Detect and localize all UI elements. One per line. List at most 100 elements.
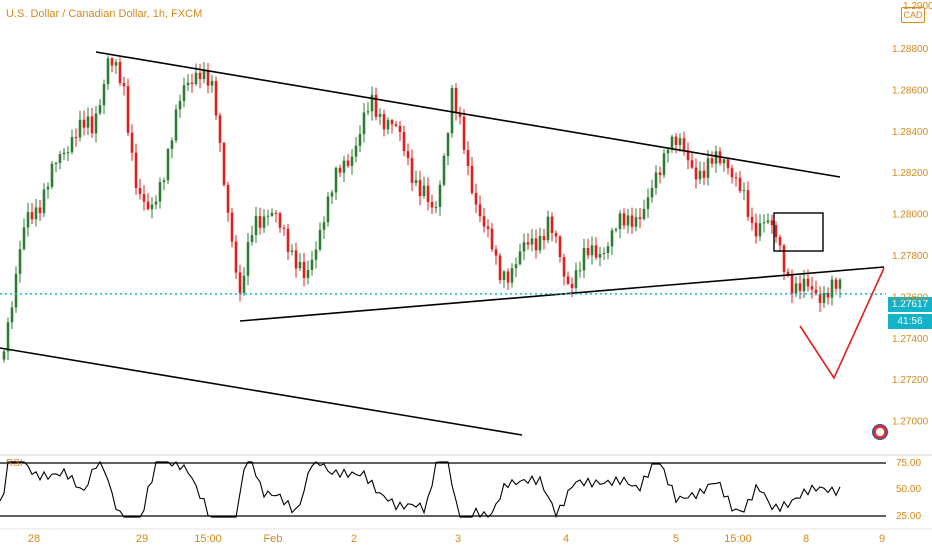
- candle-body: [458, 113, 462, 117]
- candle-body: [178, 100, 182, 110]
- candle-body: [78, 119, 82, 138]
- candle-body: [690, 160, 694, 168]
- currency-badge[interactable]: CAD: [901, 7, 925, 23]
- candle-body: [482, 216, 486, 227]
- candle-body: [698, 170, 702, 180]
- candle-body: [538, 236, 542, 251]
- candle-body: [798, 283, 802, 292]
- candle-body: [282, 227, 286, 229]
- flag-icon[interactable]: [872, 424, 888, 440]
- candle-body: [170, 140, 174, 150]
- candle-body: [314, 249, 318, 260]
- candle-body: [630, 215, 634, 227]
- candle-body: [514, 264, 518, 269]
- price-tick-label: 1.27600: [892, 292, 929, 303]
- candle-body: [802, 278, 806, 292]
- candle-body: [70, 137, 74, 153]
- candle-body: [94, 113, 98, 134]
- candle-body: [142, 194, 146, 202]
- candle-body: [762, 222, 766, 224]
- time-axis-label: 28: [28, 533, 40, 545]
- candle-body: [590, 245, 594, 256]
- candle-body: [466, 149, 470, 167]
- candle-body: [358, 134, 362, 146]
- candle-body: [38, 207, 42, 214]
- candle-body: [642, 208, 646, 220]
- candle-body: [134, 152, 138, 189]
- candle-body: [138, 188, 142, 195]
- candle-body: [46, 186, 50, 190]
- time-axis-label: 9: [879, 533, 885, 545]
- candle-body: [334, 167, 338, 193]
- candle-body: [786, 271, 790, 275]
- candle-body: [54, 162, 58, 164]
- candle-body: [62, 152, 66, 155]
- price-tick-label: 1.27800: [892, 251, 929, 262]
- candle-body: [202, 70, 206, 80]
- candle-body: [234, 241, 238, 273]
- candle-body: [554, 232, 558, 237]
- time-axis-label: 8: [803, 533, 809, 545]
- price-tick-label: 1.28400: [892, 127, 929, 138]
- candle-body: [126, 86, 130, 133]
- candle-body: [22, 227, 26, 250]
- candle-body: [374, 94, 378, 117]
- candle-body: [290, 250, 294, 252]
- candle-body: [790, 274, 794, 294]
- price-tick-label: 1.29000: [903, 1, 932, 12]
- candle-body: [534, 238, 538, 251]
- upper-trendline: [95, 51, 841, 178]
- candle-body: [394, 124, 398, 126]
- candle-body: [30, 212, 34, 220]
- candle-body: [814, 289, 818, 295]
- candle-body: [826, 292, 830, 298]
- candle-body: [10, 307, 14, 323]
- price-tick-label: 1.27200: [892, 375, 929, 386]
- candle-body: [418, 180, 422, 197]
- rsi-tick-label: 25.00: [896, 511, 921, 522]
- candle-body: [106, 58, 110, 85]
- candle-body: [686, 150, 690, 161]
- candle-body: [318, 229, 322, 250]
- candle-body: [778, 237, 782, 246]
- candles-layer: [2, 55, 842, 363]
- candle-body: [174, 109, 178, 141]
- candle-body: [346, 160, 350, 166]
- candle-body: [230, 212, 234, 242]
- candle-body: [34, 207, 38, 220]
- candle-body: [342, 160, 346, 173]
- candle-body: [558, 236, 562, 258]
- candle-body: [90, 116, 94, 134]
- candle-body: [650, 187, 654, 198]
- candle-body: [198, 72, 202, 80]
- candle-body: [442, 155, 446, 185]
- candle-body: [306, 269, 310, 278]
- candle-body: [774, 225, 778, 238]
- candle-body: [682, 138, 686, 151]
- candle-body: [498, 255, 502, 280]
- candle-body: [118, 62, 122, 83]
- chart-title: U.S. Dollar / Canadian Dollar, 1h, FXCM: [6, 8, 203, 20]
- current-price-label: 1.27617: [888, 297, 932, 312]
- rsi-label: RSI: [6, 458, 23, 469]
- candle-body: [830, 279, 834, 298]
- candle-body: [654, 172, 658, 188]
- candle-body: [58, 154, 62, 163]
- price-tick-label: 1.28000: [892, 210, 929, 221]
- candle-body: [838, 279, 842, 289]
- price-tick-label: 1.28600: [892, 85, 929, 96]
- candle-body: [86, 116, 90, 128]
- candle-body: [14, 273, 18, 308]
- rsi-tick-label: 75.00: [896, 458, 921, 469]
- time-axis-label: 3: [455, 533, 461, 545]
- candle-body: [602, 253, 606, 255]
- candle-body: [426, 185, 430, 203]
- candle-body: [122, 82, 126, 87]
- candle-body: [606, 246, 610, 254]
- candle-body: [18, 249, 22, 274]
- price-tick-label: 1.27000: [892, 417, 929, 428]
- candle-body: [634, 217, 638, 227]
- candle-body: [210, 80, 214, 86]
- candle-body: [674, 136, 678, 145]
